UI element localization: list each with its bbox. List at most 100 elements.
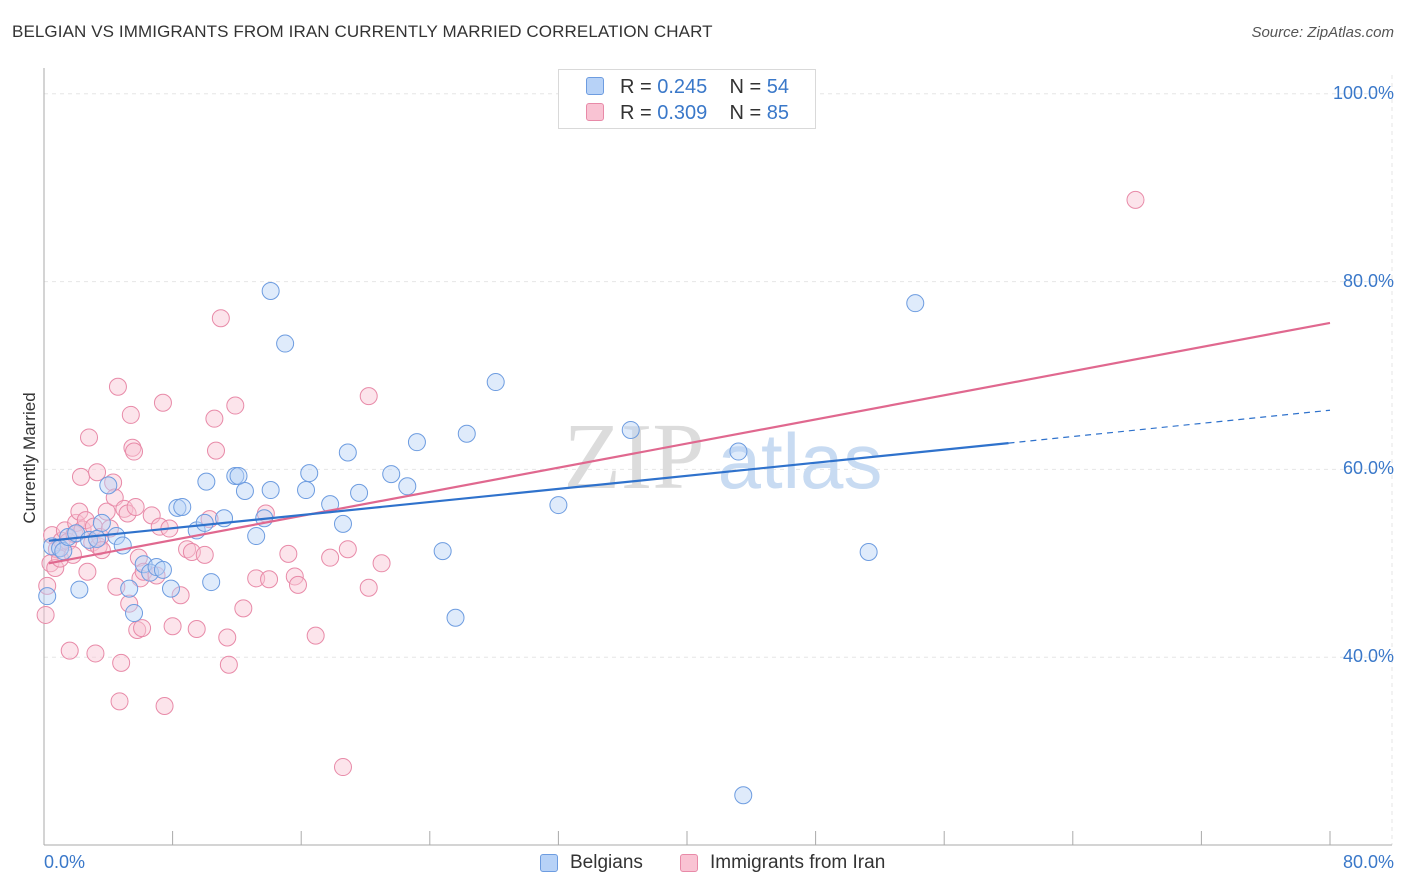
belgians-point: [859, 543, 878, 562]
y-tick-label: 40.0%: [1342, 646, 1394, 667]
belgians-point: [297, 481, 316, 500]
belgians-point: [120, 579, 139, 598]
iran-point: [171, 586, 190, 605]
iran-point: [211, 309, 230, 328]
iran-point: [288, 575, 307, 594]
r-value: 0.245: [657, 76, 708, 98]
belgians-point: [486, 373, 505, 392]
belgians-point: [350, 483, 369, 502]
iran-point: [38, 576, 57, 595]
iran-point: [279, 544, 298, 563]
belgians-point: [247, 527, 266, 546]
y-tick-label: 80.0%: [1342, 270, 1394, 291]
iran-point: [218, 628, 237, 647]
chart-title: BELGIAN VS IMMIGRANTS FROM IRAN CURRENTL…: [12, 22, 713, 41]
r-value: 0.309: [657, 102, 708, 124]
belgians-point: [734, 786, 753, 805]
iran-point: [219, 655, 238, 674]
legend-label: Immigrants from Iran: [710, 852, 886, 873]
iran-point: [338, 540, 357, 559]
iran-swatch: [586, 103, 604, 121]
belgians-point: [549, 496, 568, 515]
iran-point: [163, 617, 182, 636]
iran-point: [321, 548, 340, 567]
iran-point: [104, 473, 123, 492]
n-value: 85: [766, 102, 790, 124]
watermark-zip: ZIP: [564, 405, 705, 509]
iran-point: [187, 620, 206, 639]
iran-point: [108, 377, 127, 396]
iran-point: [155, 697, 174, 716]
iran-point: [120, 594, 139, 613]
belgians-point: [333, 514, 352, 533]
n-label: N =: [729, 76, 767, 98]
iran-point: [359, 578, 378, 597]
iran-point: [126, 497, 145, 516]
iran-point: [234, 599, 253, 618]
belgians-point: [261, 281, 280, 300]
iran-point: [80, 428, 99, 447]
iran-point: [133, 619, 152, 638]
belgians-point: [125, 604, 144, 623]
belgians-point: [107, 527, 126, 546]
watermark-atlas: atlas: [718, 417, 883, 505]
belgians-trend-line: [48, 442, 1009, 542]
iran-point: [359, 387, 378, 406]
belgians-point: [457, 424, 476, 443]
source-label: Source: ZipAtlas.com: [1251, 24, 1394, 41]
iran-point: [178, 540, 197, 559]
belgians-swatch: [540, 854, 558, 872]
iran-point: [205, 409, 224, 428]
legend-label: Belgians: [570, 852, 643, 873]
iran-point: [115, 499, 134, 518]
iran-point: [36, 605, 55, 624]
iran-point: [226, 396, 245, 415]
belgians-point: [382, 465, 401, 484]
belgians-swatch: [586, 77, 604, 95]
belgians-point: [92, 513, 111, 532]
y-tick-label: 60.0%: [1342, 458, 1394, 479]
iran-point: [372, 554, 391, 573]
axes: [43, 68, 1392, 846]
iran-point: [207, 441, 226, 460]
belgians-point: [300, 464, 319, 483]
belgians-point: [173, 497, 192, 516]
belgians-point: [338, 443, 357, 462]
belgians-point: [161, 579, 180, 598]
belgians-point: [195, 513, 214, 532]
iran-point: [247, 569, 266, 588]
belgians-point: [407, 433, 426, 452]
iran-point: [112, 653, 131, 672]
belgians-point: [38, 587, 57, 606]
iran-point: [333, 758, 352, 777]
iran-swatch: [680, 854, 698, 872]
iran-point: [125, 442, 144, 461]
belgians-point: [197, 472, 216, 491]
belgians-point: [433, 542, 452, 561]
iran-point: [306, 626, 325, 645]
iran-point: [60, 641, 79, 660]
x-tick-label-max: 80.0%: [1342, 852, 1394, 872]
y-tick-label: 100.0%: [1332, 82, 1394, 103]
belgians-trend-extension: [1008, 409, 1331, 444]
belgians-point: [276, 334, 295, 353]
belgians-point: [446, 608, 465, 627]
belgians-point: [235, 481, 254, 500]
belgians-point: [99, 476, 118, 495]
iran-point: [195, 545, 214, 564]
iran-trend-line: [48, 321, 1331, 565]
iran-point: [153, 393, 172, 412]
belgians-point: [229, 466, 248, 485]
belgians-point: [906, 294, 925, 313]
iran-point: [78, 562, 97, 581]
n-value: 54: [766, 76, 790, 98]
iran-point: [1126, 190, 1145, 209]
gridlines: [44, 75, 1393, 845]
iran-point: [110, 692, 129, 711]
trend-lines: [48, 321, 1331, 565]
r-label: R =: [620, 76, 658, 98]
iran-point: [88, 463, 107, 482]
belgians-point: [202, 573, 221, 592]
iran-point: [86, 644, 105, 663]
